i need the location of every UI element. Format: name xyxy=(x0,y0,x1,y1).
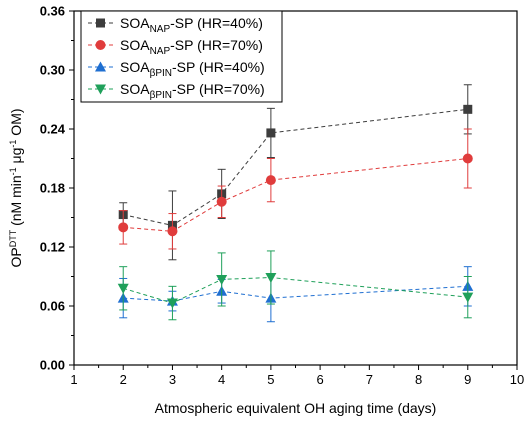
axes: 1 2 3 4 5 6 7 8 9 10 0.00 0.06 0.12 0.18 0.24 0.30 0.36 xyxy=(40,4,525,388)
series-3 xyxy=(117,266,474,323)
y-tick-label: 0.24 xyxy=(40,122,66,137)
data-point xyxy=(117,283,129,294)
y-tick-label: 0.00 xyxy=(40,358,65,373)
data-point xyxy=(462,153,473,164)
data-point xyxy=(266,128,276,138)
legend-box xyxy=(80,10,283,103)
y-axis-title: OPDTT (nM min-1 μg-1 OM) xyxy=(8,108,24,267)
legend-label: SOAβPIN-SP (HR=40%) xyxy=(120,59,265,79)
x-tick-label: 6 xyxy=(316,372,323,387)
series-line xyxy=(123,108,468,226)
data-point xyxy=(216,196,227,207)
legend-marker xyxy=(95,40,106,50)
series-2 xyxy=(118,128,473,250)
y-tick-label: 0.12 xyxy=(40,240,65,255)
data-point xyxy=(216,274,228,285)
data-point xyxy=(265,175,276,186)
x-tick-label: 8 xyxy=(415,372,422,387)
legend-marker xyxy=(95,84,106,95)
data-point xyxy=(166,298,178,309)
legend-label: SOANAP-SP (HR=40%) xyxy=(120,15,263,35)
x-tick-label: 9 xyxy=(464,372,471,387)
y-tick-label: 0.06 xyxy=(40,299,65,314)
data-point xyxy=(118,222,129,233)
data-point xyxy=(462,292,474,303)
series-line xyxy=(123,158,468,232)
x-axis-title: Atmospheric equivalent OH aging time (da… xyxy=(155,400,437,416)
y-tick-label: 0.36 xyxy=(40,4,65,19)
legend-label: SOANAP-SP (HR=70%) xyxy=(120,37,263,57)
legend: SOANAP-SP (HR=40%)SOANAP-SP (HR=70%)SOAβ… xyxy=(80,10,283,103)
x-tick-label: 5 xyxy=(267,372,274,387)
data-point xyxy=(463,104,473,114)
data-point xyxy=(265,272,277,283)
series-layer xyxy=(117,84,474,323)
y-tick-label: 0.18 xyxy=(40,181,65,196)
x-tick-label: 4 xyxy=(218,372,225,387)
x-tick-label: 1 xyxy=(70,372,77,387)
x-tick-label: 2 xyxy=(120,372,127,387)
legend-marker xyxy=(95,61,106,72)
x-tick-label: 7 xyxy=(366,372,373,387)
data-point xyxy=(167,226,178,237)
x-tick-label: 3 xyxy=(169,372,176,387)
y-tick-label: 0.30 xyxy=(40,63,65,78)
x-tick-label: 10 xyxy=(510,372,524,387)
legend-label: SOAβPIN-SP (HR=70%) xyxy=(120,81,265,101)
legend-marker xyxy=(96,18,105,28)
series-4 xyxy=(117,250,474,321)
